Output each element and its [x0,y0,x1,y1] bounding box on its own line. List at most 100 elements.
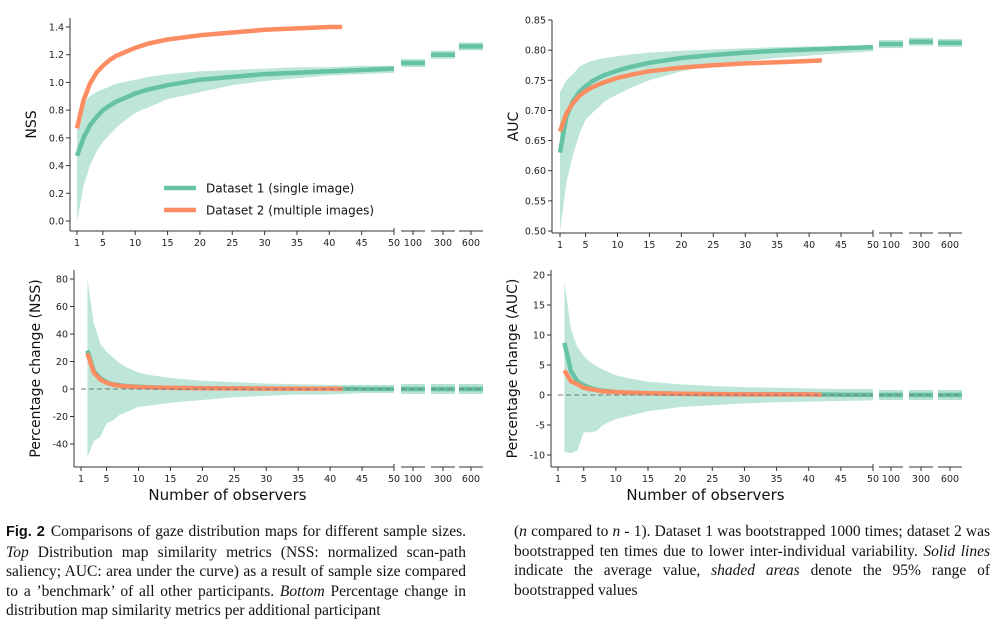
x-tick-label: 35 [771,474,783,485]
x-tick-label: 10 [129,238,141,249]
x-tick-label: 45 [356,238,368,249]
x-tick-label: 5 [100,238,106,249]
x-tick-label: 100 [404,238,422,249]
chart-panel-nss: 0.00.20.40.60.81.01.21.41 5 10 15 20 25 30 35 40… [24,18,483,249]
confidence-band-dataset1 [560,45,873,231]
y-tick-label: 0.75 [525,76,546,87]
y-axis-title: NSS [24,110,40,138]
x-tick-label: 40 [323,238,335,249]
y-tick-label: 0.8 [49,106,64,117]
x-tick-label: 10 [611,240,623,251]
confidence-band-dataset1 [564,281,873,454]
series-line-dataset2 [557,58,823,133]
y-tick-label: 5 [539,361,545,372]
x-tick-label: 20 [194,238,206,249]
legend: Dataset 1 (single image) Dataset 2 (multi… [164,182,374,218]
x-tick-label: 30 [259,238,271,249]
y-tick-label: 0 [62,385,68,396]
x-tick-label: 15 [643,240,655,251]
x-tick-label: 35 [292,474,304,485]
x-tick-label: 1 [78,474,84,485]
x-tick-label: 1 [555,474,561,485]
caption-text: ( [514,523,520,540]
y-tick-label: 0.4 [49,161,64,172]
x-tick-label: 5 [581,474,587,485]
x-tick-label: 5 [583,240,589,251]
x-tick-label: 600 [941,474,959,485]
y-tick-label: 0.60 [525,166,546,177]
x-tick-label: 15 [162,238,174,249]
y-tick-label: 0.50 [525,227,546,238]
y-axis-title: AUC [506,111,522,141]
x-tick-label: 100 [882,474,900,485]
x-tick-label: 300 [912,474,930,485]
x-tick-label: 45 [356,474,368,485]
caption-text: Percentage change in distribution map si… [6,582,466,620]
x-tick-label: 45 [835,474,847,485]
x-tick-label: 40 [803,474,815,485]
legend-label: Dataset 1 (single image) [206,182,354,196]
y-axis-title: Percentage change (AUC) [505,279,521,459]
series-line-dataset2 [562,369,822,397]
x-tick-label: 10 [132,474,144,485]
y-tick-label: 0.0 [49,217,64,228]
x-tick-label: 20 [196,474,208,485]
confidence-band-dataset1 [87,279,395,458]
confidence-band-dataset1 [77,65,394,221]
x-tick-label: 50 [867,474,879,485]
y-tick-label: 1.0 [49,78,64,89]
caption-text: Distribution map similarity metrics (NSS… [6,543,466,600]
x-tick-label: 600 [462,238,480,249]
y-tick-label: 20 [56,357,68,368]
y-tick-label: 10 [533,331,545,342]
x-tick-label: 600 [462,474,480,485]
caption-italic: Solid lines [923,542,990,560]
y-tick-label: 15 [533,301,545,312]
y-tick-label: 80 [56,275,68,286]
x-tick-label: 40 [324,474,336,485]
y-tick-label: 0.6 [49,133,64,144]
figure-label: Fig. 2 [6,524,45,540]
y-tick-label: -10 [529,451,545,462]
caption-text: Comparisons of gaze distribution maps fo… [50,523,466,540]
x-tick-label: 40 [803,240,815,251]
y-tick-label: 20 [533,271,545,282]
x-tick-label: 25 [226,238,238,249]
x-axis-title: Number of observers [626,486,784,504]
x-tick-label: 5 [104,474,110,485]
x-tick-label: 35 [291,238,303,249]
y-tick-label: 0.70 [525,106,546,117]
x-tick-label: 30 [738,474,750,485]
x-tick-label: 100 [404,474,422,485]
y-axis-title: Percentage change (NSS) [28,279,44,457]
chart-panel-auc: 0.500.550.600.650.700.750.800.851 5 10 15 20… [506,16,962,251]
x-tick-label: 600 [941,240,959,251]
x-tick-label: 25 [707,240,719,251]
series-line-dataset1 [557,44,874,153]
y-tick-label: 40 [56,330,68,341]
x-tick-label: 50 [867,240,879,251]
caption-text: - 1). Dataset 1 was bootstrapped 1000 ti… [514,523,990,560]
caption-right: (n compared to n - 1). Dataset 1 was boo… [514,522,990,600]
x-tick-label: 300 [434,238,452,249]
y-tick-label: 0.65 [525,136,546,147]
x-tick-label: 10 [610,474,622,485]
x-tick-label: 300 [912,240,930,251]
x-tick-label: 25 [706,474,718,485]
series-line-dataset2 [74,24,343,129]
y-tick-label: 1.2 [49,50,64,61]
x-tick-label: 35 [771,240,783,251]
caption-italic: Top [6,543,29,561]
series-line-dataset1 [74,66,395,157]
caption-italic: n [612,523,621,540]
y-tick-label: 0 [539,391,545,402]
y-tick-label: 0.85 [525,16,546,27]
x-axis-title: Number of observers [148,486,306,504]
y-tick-label: -20 [52,412,68,423]
x-tick-label: 20 [674,474,686,485]
x-tick-label: 25 [228,474,240,485]
x-tick-label: 15 [164,474,176,485]
legend-label: Dataset 2 (multiple images) [206,204,374,218]
y-tick-label: 0.55 [525,196,546,207]
x-tick-label: 1 [557,240,563,251]
